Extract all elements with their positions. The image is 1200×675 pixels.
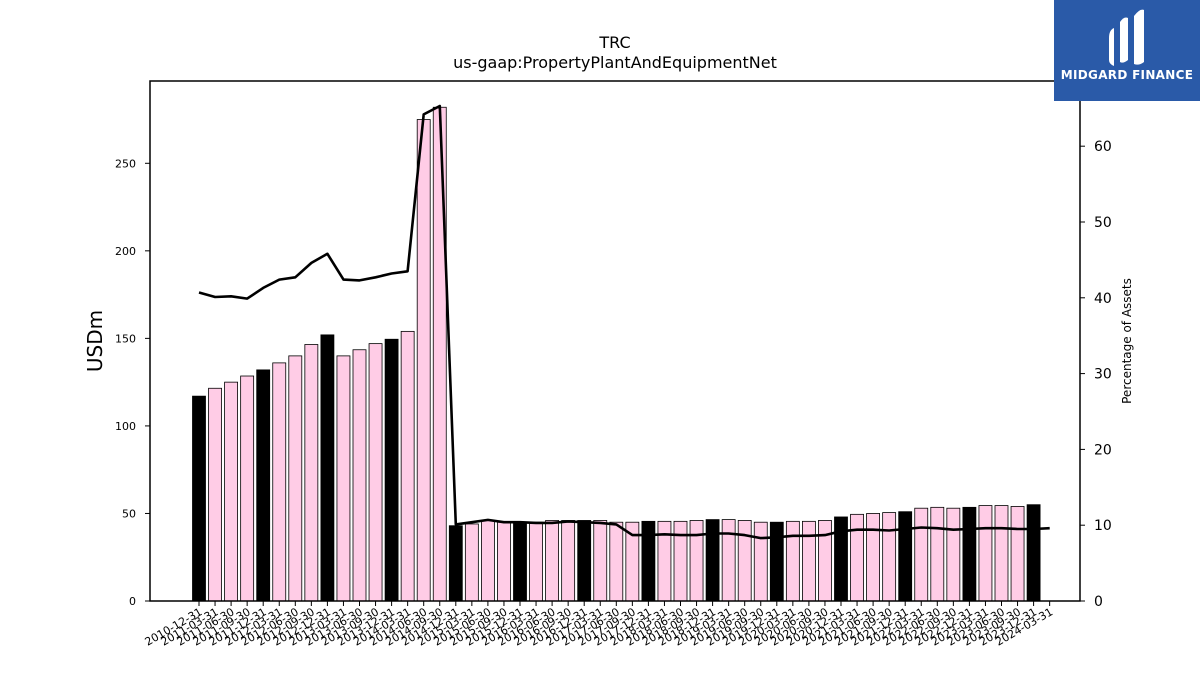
bar	[336, 355, 351, 602]
y-tick-label: 0	[129, 595, 136, 608]
bar	[256, 369, 271, 602]
y2-tick-label: 20	[1094, 442, 1112, 458]
bar	[513, 521, 527, 602]
chart-subtitle: us-gaap:PropertyPlantAndEquipmentNet	[453, 53, 777, 72]
bar	[545, 520, 559, 602]
midgard-finance-logo: MIDGARD FINANCE	[1054, 0, 1200, 101]
bar	[240, 375, 255, 602]
bar	[802, 520, 816, 602]
y2-tick-label: 10	[1094, 518, 1112, 534]
line-group	[198, 104, 1050, 540]
plot-frame	[149, 80, 1081, 602]
bar	[320, 334, 335, 602]
bar	[288, 355, 303, 602]
logo-mark-icon	[1109, 9, 1144, 66]
bar	[850, 513, 864, 602]
bar	[978, 505, 993, 602]
bar	[705, 519, 720, 602]
bar	[432, 106, 447, 602]
bar	[352, 349, 367, 602]
y-tick-label: 150	[115, 332, 136, 345]
bars-group	[192, 106, 1041, 602]
bar	[962, 506, 977, 602]
bar	[785, 520, 800, 602]
bar	[272, 362, 287, 602]
bar	[368, 343, 383, 602]
bar	[497, 521, 511, 602]
bar	[464, 523, 479, 602]
y-axis-label: USDm	[83, 310, 107, 372]
bar	[689, 520, 704, 602]
bar	[400, 330, 415, 602]
bar	[673, 520, 688, 602]
bar	[448, 525, 463, 602]
bar	[208, 387, 222, 602]
y-tick-label: 200	[115, 245, 136, 258]
bar	[641, 520, 656, 602]
bar	[593, 520, 608, 602]
y-tick-label: 50	[122, 507, 136, 520]
bar	[561, 520, 576, 602]
bar	[818, 520, 832, 602]
bar	[994, 505, 1009, 602]
bar	[304, 344, 319, 602]
chart-title: TRC	[598, 33, 630, 52]
y2-tick-label: 40	[1094, 291, 1112, 307]
y-axis-right: 0 10 20 30 40 50 60	[1080, 139, 1112, 610]
logo-text: MIDGARD FINANCE	[1060, 68, 1194, 82]
bar	[384, 338, 399, 602]
y-axis-left: 0 50 100 150 200 250	[115, 157, 150, 608]
bar	[753, 521, 768, 602]
bar	[416, 119, 431, 602]
bar	[946, 507, 961, 602]
y2-axis-label: Percentage of Assets	[1120, 278, 1134, 404]
bar	[1026, 504, 1041, 602]
pct-assets-line	[198, 104, 1050, 540]
y-tick-label: 250	[115, 157, 136, 170]
x-axis: 2010-12-312011-03-312011-06-302011-09-30…	[143, 601, 1055, 649]
bar	[224, 381, 239, 602]
bar	[609, 521, 624, 602]
bar	[898, 511, 913, 602]
bar	[192, 395, 206, 602]
y2-tick-label: 50	[1094, 215, 1112, 231]
bar	[721, 519, 736, 602]
bar	[1010, 506, 1025, 602]
y-tick-label: 100	[115, 420, 136, 433]
bar	[769, 521, 784, 602]
y2-tick-label: 0	[1094, 594, 1103, 610]
y2-tick-label: 60	[1094, 139, 1112, 155]
bar	[737, 520, 752, 602]
bar	[930, 506, 945, 602]
bar	[577, 520, 592, 602]
bar	[866, 513, 880, 602]
bar	[529, 521, 543, 602]
bar	[914, 507, 929, 602]
y2-tick-label: 30	[1094, 367, 1112, 383]
bar	[480, 520, 495, 602]
bar	[882, 512, 897, 602]
